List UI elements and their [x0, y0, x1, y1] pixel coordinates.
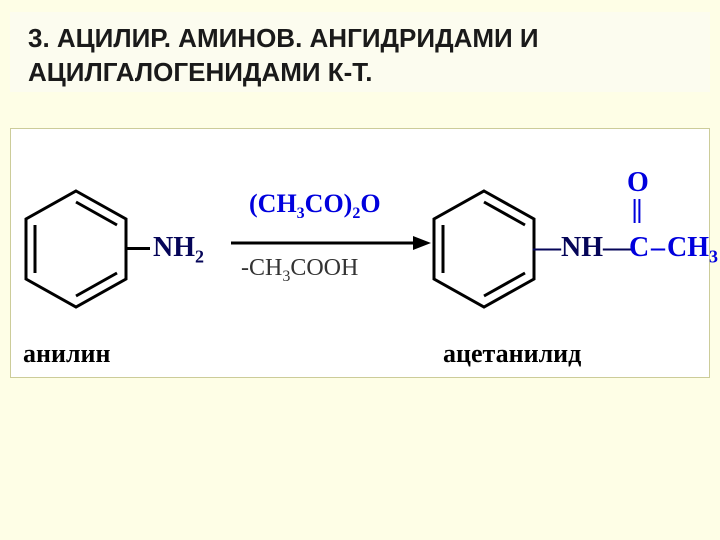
product-ch3: CH3	[667, 232, 718, 268]
hexagon-svg	[21, 185, 131, 313]
reagent-sub1: 3	[297, 205, 305, 222]
reagent-formula: (CH3CO)2O	[249, 189, 381, 223]
hexagon-svg-product	[429, 185, 539, 313]
nh-text: NH	[561, 232, 603, 263]
reactant-nh2: NH2	[153, 232, 204, 268]
arrow-area: (CH3CO)2O -CH3COOH	[231, 189, 431, 309]
reactant-name: анилин	[23, 339, 111, 369]
nh-dash2: —	[603, 232, 631, 263]
product-o: O	[627, 167, 649, 199]
reagent-ch: CH	[258, 189, 297, 218]
nh2-sub: 2	[195, 247, 204, 267]
reaction-box: NH2 анилин (CH3CO)2O -CH3COOH —NH— C O	[10, 128, 710, 378]
nh-dash1: —	[533, 232, 561, 263]
title-text: 3. АЦИЛИР. АМИНОВ. АНГИДРИДАМИ И АЦИЛГАЛ…	[28, 22, 692, 90]
title-line1: 3. АЦИЛИР. АМИНОВ. АНГИДРИДАМИ И	[28, 23, 539, 53]
byproduct-ch: -CH	[241, 255, 282, 281]
title-line2: АЦИЛГАЛОГЕНИДАМИ К-Т.	[28, 57, 372, 87]
ch3-sub: 3	[709, 247, 718, 267]
reactant-molecule	[21, 185, 131, 313]
reactant-bond	[126, 247, 150, 250]
title-box: 3. АЦИЛИР. АМИНОВ. АНГИДРИДАМИ И АЦИЛГАЛ…	[10, 12, 710, 92]
product-molecule	[429, 185, 539, 313]
double-bond	[632, 199, 642, 223]
byproduct-formula: -CH3COOH	[241, 255, 358, 286]
reagent-o: O	[360, 189, 380, 218]
product-name: ацетанилид	[443, 339, 581, 369]
reagent-paren: (	[249, 189, 258, 218]
benzene-ring-reactant	[21, 185, 131, 313]
c-ch3-bond: –	[651, 232, 665, 264]
benzene-ring-product	[429, 185, 539, 313]
byproduct-cooh: COOH	[290, 255, 358, 281]
nh2-text: NH	[153, 232, 195, 263]
reaction-arrow	[231, 233, 431, 253]
ch3-ch: CH	[667, 232, 709, 263]
product-nh-group: —NH—	[533, 232, 631, 264]
reagent-co: CO)	[305, 189, 353, 218]
product-c: C	[629, 232, 649, 264]
